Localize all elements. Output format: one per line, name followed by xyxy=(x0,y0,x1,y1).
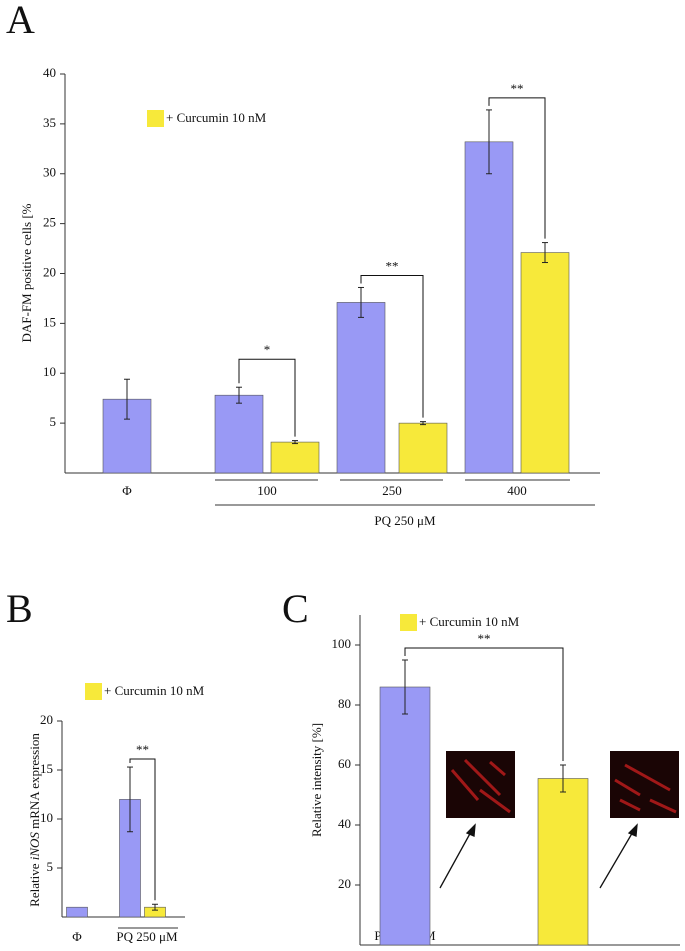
inset-image xyxy=(446,751,679,818)
error-bar xyxy=(402,659,408,715)
y-tick-label: 20 xyxy=(43,264,56,279)
panel-letter: B xyxy=(6,586,33,631)
y-tick-label: 15 xyxy=(40,761,53,776)
y-tick-label: 100 xyxy=(332,636,352,651)
y-tick-label: 35 xyxy=(43,115,56,130)
bar xyxy=(66,906,88,918)
y-tick-label: 40 xyxy=(43,65,56,80)
x-tick-label: PQ 250 μM xyxy=(116,929,178,944)
x-tick-label: Φ xyxy=(122,483,132,498)
error-bar xyxy=(358,286,364,318)
bar xyxy=(398,422,448,474)
significance-bracket xyxy=(488,97,546,239)
legend-label: + Curcumin 10 nM xyxy=(104,683,205,698)
y-tick-label: 30 xyxy=(43,165,56,180)
significance-bracket xyxy=(129,758,156,901)
y-tick-label: 10 xyxy=(43,364,56,379)
error-bar xyxy=(486,109,492,175)
significance-bracket xyxy=(238,358,296,437)
y-axis-label: DAF-FM positive cells [% xyxy=(19,203,34,342)
significance-label: ** xyxy=(478,631,491,646)
x-tick-label: Φ xyxy=(72,929,82,944)
y-tick-label: 80 xyxy=(338,696,351,711)
x-tick-label: 250 xyxy=(382,483,402,498)
error-bar xyxy=(560,764,566,793)
group-label: PQ 250 μM xyxy=(374,513,436,528)
significance-label: ** xyxy=(511,81,524,96)
significance-label: * xyxy=(264,342,271,357)
significance-bracket xyxy=(360,274,424,418)
y-axis-label-part: iNOS xyxy=(27,832,42,861)
y-tick-label: 5 xyxy=(47,859,54,874)
error-bar xyxy=(236,386,242,404)
legend-label: + Curcumin 10 nM xyxy=(166,110,267,125)
bar xyxy=(270,441,320,474)
bar xyxy=(464,141,514,474)
error-bar xyxy=(152,903,158,911)
bar xyxy=(520,252,570,474)
bar xyxy=(379,686,431,946)
y-axis-label: Relative intensity [%] xyxy=(309,723,324,837)
y-tick-label: 20 xyxy=(40,712,53,727)
legend-swatch xyxy=(147,110,164,127)
bar xyxy=(336,302,386,474)
error-bar xyxy=(420,421,426,426)
error-bar xyxy=(292,440,298,445)
error-bar xyxy=(124,378,130,420)
panel-letter: A xyxy=(6,0,35,42)
y-tick-label: 10 xyxy=(40,810,53,825)
arrow xyxy=(439,823,638,889)
y-tick-label: 5 xyxy=(50,414,57,429)
bar xyxy=(214,394,264,474)
y-axis-label-part: Relative xyxy=(27,860,42,907)
x-tick-label: 100 xyxy=(257,483,277,498)
bar xyxy=(537,778,589,946)
error-bar xyxy=(127,766,133,833)
y-tick-label: 25 xyxy=(43,215,56,230)
y-tick-label: 20 xyxy=(338,876,351,891)
significance-label: ** xyxy=(386,258,399,273)
error-bar xyxy=(542,242,548,264)
y-tick-label: 40 xyxy=(338,816,351,831)
y-axis-label-part: mRNA expression xyxy=(27,733,42,832)
y-tick-label: 60 xyxy=(338,756,351,771)
panel-letter: C xyxy=(282,586,309,631)
x-tick-label: 400 xyxy=(507,483,527,498)
legend-swatch xyxy=(85,683,102,700)
y-tick-label: 15 xyxy=(43,314,56,329)
y-axis-label: Relative iNOS mRNA expression xyxy=(27,733,42,907)
legend-label: + Curcumin 10 nM xyxy=(419,614,520,629)
legend-swatch xyxy=(400,614,417,631)
significance-bracket xyxy=(404,647,564,761)
significance-label: ** xyxy=(136,742,149,757)
